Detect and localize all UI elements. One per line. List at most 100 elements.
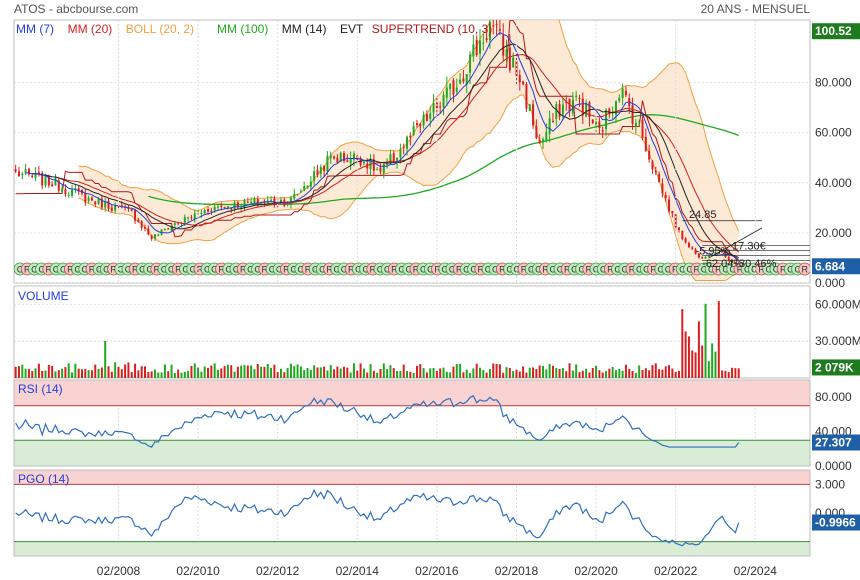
candle-body (459, 79, 462, 84)
candle-body (323, 165, 326, 172)
volume-bar (674, 371, 677, 378)
candle-body (512, 57, 515, 68)
y-tick-label: 30.000M (815, 334, 860, 348)
candle-body (51, 184, 54, 187)
volume-bar (114, 362, 117, 378)
event-marker-letter: R (391, 265, 398, 275)
volume-bar (21, 364, 24, 378)
bollinger-lower (78, 94, 739, 281)
volume-bar (326, 370, 329, 378)
volume-bar (213, 363, 216, 378)
candle-body (163, 229, 166, 231)
event-marker-letter: C (312, 265, 319, 275)
event-marker-letter: C (341, 265, 348, 275)
volume-bar (439, 368, 442, 378)
event-marker-letter: R (348, 265, 355, 275)
volume-bar (721, 370, 724, 378)
volume-bar (313, 365, 316, 378)
volume-bar (445, 371, 448, 378)
volume-bar (707, 361, 710, 378)
volume-bar (502, 372, 505, 378)
volume-bar (601, 372, 604, 378)
candle-body (253, 198, 256, 203)
event-marker-letter: R (478, 265, 485, 275)
volume-bar (522, 366, 525, 378)
volume-bar (77, 368, 80, 378)
candle-body (54, 178, 57, 186)
volume-bar (210, 365, 213, 378)
event-marker-letter: C (578, 265, 585, 275)
volume-bar (243, 365, 246, 378)
x-tick-label: 02/2010 (176, 564, 220, 578)
volume-bar (37, 363, 40, 378)
event-marker-letter: C (276, 265, 283, 275)
candle-body (309, 181, 312, 187)
volume-bar (193, 363, 196, 378)
candle-body (475, 39, 478, 56)
volume-bar (711, 343, 714, 378)
volume-bar (624, 364, 627, 378)
volume-bar (658, 369, 661, 378)
event-marker-letter: C (708, 265, 715, 275)
candle-body (591, 119, 594, 124)
candle-body (654, 170, 657, 173)
volume-bar (681, 309, 684, 378)
candle-body (382, 163, 385, 174)
event-marker-letter: R (521, 265, 528, 275)
volume-bar (276, 372, 279, 378)
legend-item: MM (7) (16, 22, 54, 36)
volume-bar (223, 366, 226, 378)
candle-body (505, 49, 508, 57)
candle-body (226, 206, 229, 209)
candle-body (376, 169, 379, 171)
candle-body (21, 174, 24, 176)
event-marker-letter: C (492, 265, 499, 275)
event-marker-letter: C (362, 265, 369, 275)
rsi-line (15, 394, 740, 448)
event-marker-letter: R (240, 265, 247, 275)
candle-body (236, 202, 239, 208)
candle-body (157, 234, 160, 236)
volume-bar (170, 364, 173, 378)
volume-bar (717, 301, 720, 378)
volume-bar (207, 367, 210, 378)
event-marker-letter: R (370, 265, 377, 275)
volume-last-box (812, 359, 860, 376)
volume-bar (641, 369, 644, 378)
pgo-line (15, 488, 740, 547)
event-marker-letter: C (298, 265, 305, 275)
volume-bar (419, 364, 422, 378)
event-marker-letter: C (528, 265, 535, 275)
volume-bar (273, 364, 276, 378)
candle-body (677, 227, 680, 230)
volume-bar (140, 366, 143, 378)
event-marker-letter: C (377, 265, 384, 275)
volume-bar (349, 372, 352, 378)
legend-item: EVT (340, 22, 364, 36)
volume-bar (64, 367, 67, 378)
event-marker-letter: C (254, 265, 261, 275)
event-marker-letter: R (67, 265, 74, 275)
volume-bar (303, 370, 306, 378)
candle-body (548, 118, 551, 134)
event-marker-letter: C (449, 265, 456, 275)
volume-bar (84, 369, 87, 378)
candle-body (396, 157, 399, 162)
candle-body (558, 104, 561, 117)
candle-body (104, 201, 107, 208)
event-marker-letter: C (658, 265, 665, 275)
volume-bar (677, 370, 680, 378)
candle-body (412, 126, 415, 135)
event-marker-letter: C (550, 265, 557, 275)
volume-bar (442, 367, 445, 378)
volume-bar (578, 372, 581, 378)
candle-body (704, 256, 707, 259)
volume-bar (382, 363, 385, 378)
last-price-box (812, 258, 860, 275)
event-marker-letter: C (636, 265, 643, 275)
pgo-oversold-zone (14, 541, 810, 556)
event-marker-letter: C (146, 265, 153, 275)
volume-bar (117, 366, 120, 378)
event-marker-letter: C (506, 265, 513, 275)
